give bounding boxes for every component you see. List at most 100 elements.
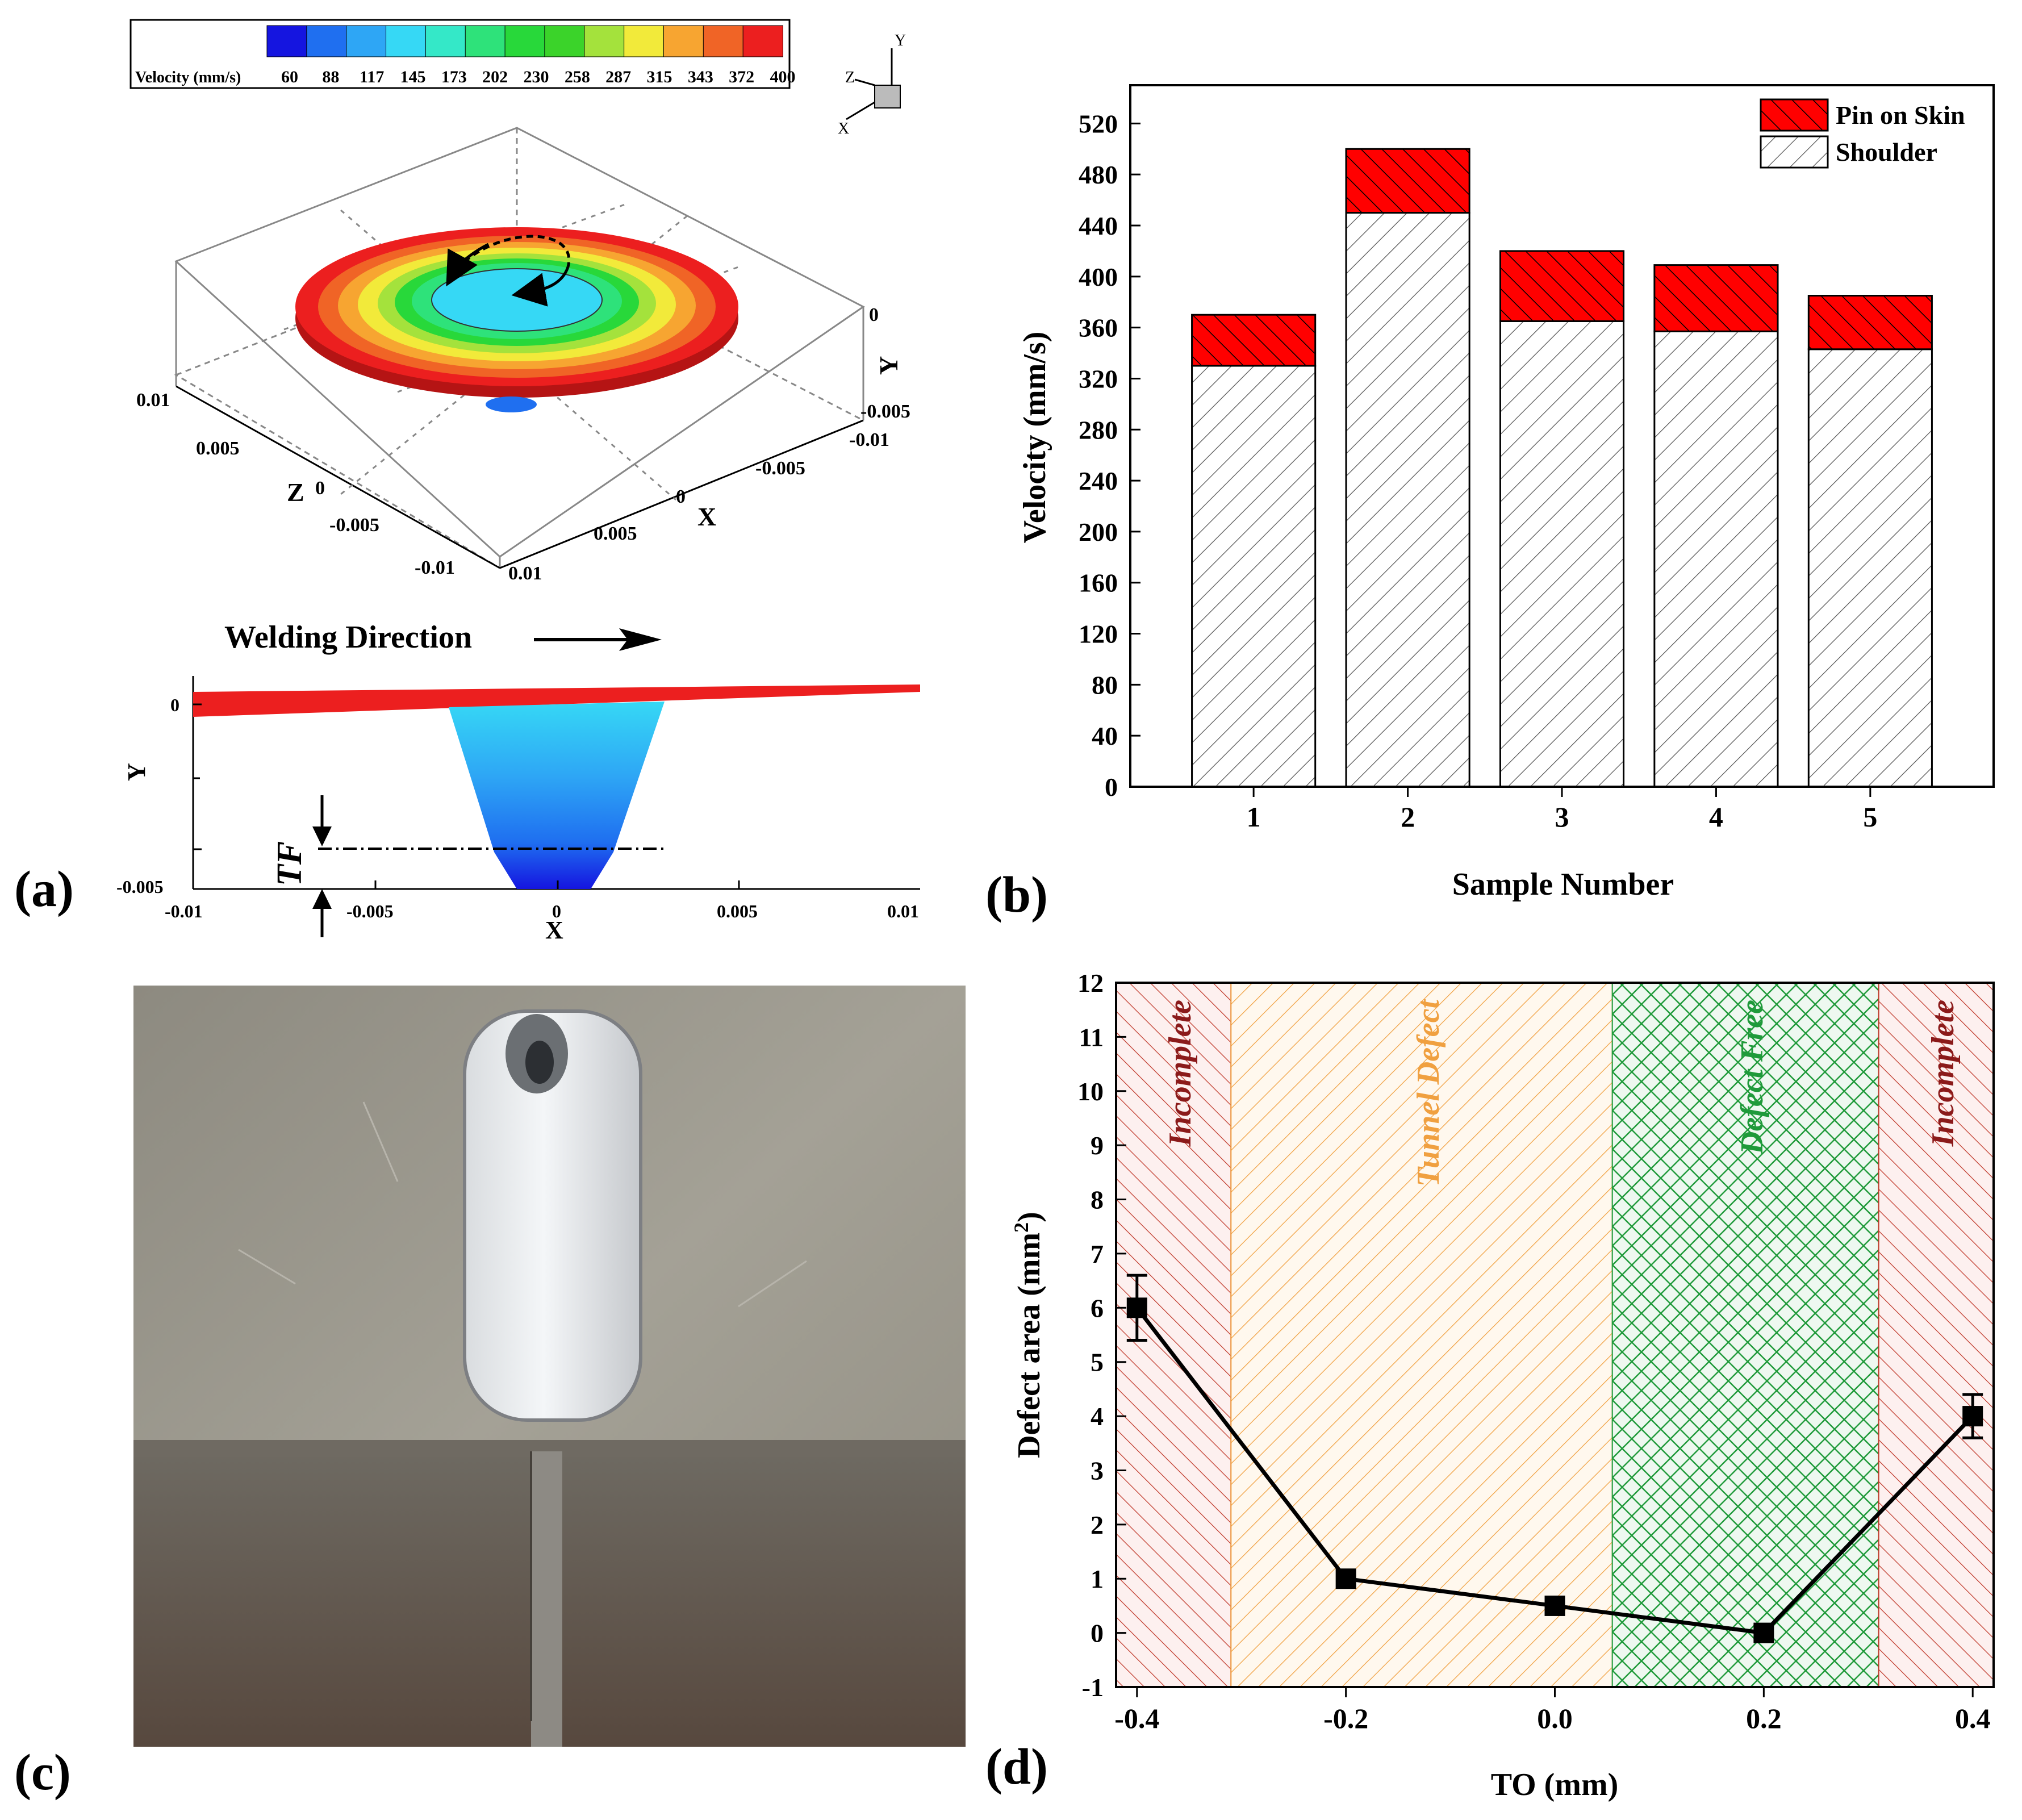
x-tick-label: 0.4	[1955, 1702, 1991, 1734]
chart-b-legend: Pin on Skin Shoulder	[1760, 98, 1965, 169]
region-label: Incomplete	[1925, 1000, 1961, 1147]
y-tick-label: 120	[1079, 620, 1118, 649]
section-y-axis-label: Y	[123, 763, 151, 781]
iso-z-tick-0: 0.01	[136, 390, 170, 411]
chart-b-y-axis-label: Velocity (mm/s)	[1017, 332, 1052, 544]
y-tick-label: 40	[1092, 721, 1118, 750]
section-x-tick-1: -0.005	[346, 901, 394, 921]
legend-label-pin: Pin on Skin	[1836, 101, 1965, 130]
section-x-axis-label: X	[545, 916, 563, 944]
iso-x-tick-3: -0.005	[755, 458, 805, 479]
legend-label-shoulder: Shoulder	[1836, 137, 1937, 166]
colorbar-swatch	[703, 25, 744, 57]
axes-triad: Y Z X	[838, 32, 906, 137]
y-tick-label: 160	[1079, 569, 1118, 598]
shoulder-disk	[295, 227, 738, 412]
y-tick-label: 0	[1105, 773, 1118, 802]
iso-x-tick-0: 0.01	[508, 563, 542, 584]
y-tick-label: 7	[1091, 1239, 1104, 1268]
region-label: Defect Free	[1735, 1000, 1770, 1155]
iso-x-tick-2: 0	[676, 486, 686, 507]
colorbar-swatch	[386, 25, 427, 57]
x-tick-label: 5	[1863, 801, 1877, 833]
x-tick-label: 1	[1247, 801, 1261, 833]
iso-y-tick-0: 0	[869, 304, 879, 325]
bar-pin-on-skin	[1191, 314, 1317, 367]
section-x-tick-0: -0.01	[165, 901, 203, 921]
colorbar-tick-label: 145	[400, 68, 426, 86]
cross-section: TF 0 -0.005 -0.01 -0.005 0 0.005 0.01 Y …	[116, 676, 920, 944]
colorbar-swatch	[742, 25, 783, 57]
region-label: Incomplete	[1163, 1000, 1198, 1147]
region-label: Tunnel Defect	[1411, 999, 1446, 1187]
keyhole-slot	[463, 1009, 642, 1422]
iso-z-axis-label: Z	[287, 478, 304, 507]
colorbar-swatch	[266, 25, 307, 57]
bar-pin-on-skin	[1345, 148, 1470, 214]
bar-shoulder	[1499, 320, 1625, 788]
bar-shoulder	[1653, 330, 1779, 788]
colorbar-swatch	[346, 25, 387, 57]
chart-d-x-axis-label: TO (mm)	[1491, 1767, 1619, 1802]
iso-z-tick-2: 0	[315, 478, 325, 499]
panel-b: 0 40 80 120 160 200 240 280 320 360 400 440 480 520 1…	[985, 84, 1995, 923]
y-tick-label: 6	[1091, 1293, 1104, 1322]
legend-swatch-shoulder	[1760, 135, 1829, 169]
bar-shoulder	[1191, 365, 1317, 788]
legend-swatch-pin	[1760, 98, 1829, 132]
x-tick-label: 2	[1401, 801, 1415, 833]
weld-photo	[133, 986, 966, 1747]
panel-d: Incomplete Tunnel Defect Defect Free Incomp…	[985, 969, 1995, 1802]
section-y-tick-0: 0	[170, 695, 179, 715]
y-tick-label: 12	[1077, 969, 1104, 997]
iso-z-tick-3: -0.005	[329, 515, 379, 536]
colorbar-swatch	[584, 25, 625, 57]
triad-z-label: Z	[845, 69, 855, 86]
chart-d-y-axis-label: Defect area (mm2)	[1010, 1212, 1047, 1458]
chart-d-x-ticks: -0.4 -0.2 0.0 0.2 0.4	[1114, 1687, 1990, 1734]
data-point	[1962, 1406, 1983, 1427]
colorbar-swatch	[504, 25, 545, 57]
y-tick-label: 200	[1079, 517, 1118, 546]
welding-direction-arrowhead-icon	[619, 628, 662, 651]
y-tick-label: 480	[1079, 160, 1118, 189]
y-tick-label: 0	[1091, 1619, 1104, 1648]
tf-label: TF	[270, 841, 309, 886]
y-tick-label: 9	[1091, 1131, 1104, 1160]
bar-pin-on-skin	[1499, 250, 1625, 322]
bar-pin-on-skin	[1653, 264, 1779, 332]
colorbar-swatch	[465, 25, 506, 57]
colorbar-tick-label: 287	[605, 68, 631, 86]
chart-b-bars	[1191, 148, 1933, 788]
section-x-tick-2: 0	[552, 901, 561, 921]
panel-a: Velocity (mm/s) 60 88 117 145 173 202 230 258 28…	[14, 19, 920, 944]
colorbar-tick-label: 117	[360, 68, 384, 86]
panel-b-label: (b)	[985, 867, 1048, 923]
x-tick-label: 3	[1555, 801, 1569, 833]
colorbar-swatches	[266, 25, 783, 57]
y-tick-label: 5	[1091, 1348, 1104, 1377]
iso-axis-labels: 0.01 0.005 0 -0.005 -0.01 Z 0.01 0.005 0…	[136, 304, 910, 584]
chart-d-y-axis-label-sup: 2	[1010, 1222, 1033, 1233]
colorbar-tick-label: 88	[322, 68, 339, 86]
iso-z-tick-1: 0.005	[196, 438, 240, 459]
chart-d-regions: Incomplete Tunnel Defect Defect Free Incomp…	[1116, 982, 1994, 1688]
y-tick-label: 1	[1091, 1564, 1104, 1593]
colorbar-swatch	[306, 25, 347, 57]
iso-x-axis-label: X	[697, 502, 716, 531]
y-tick-label: 10	[1077, 1077, 1104, 1106]
y-tick-label: 4	[1091, 1402, 1104, 1431]
y-tick-label: 3	[1091, 1456, 1104, 1485]
bar-pin-on-skin	[1807, 295, 1933, 350]
data-point	[1544, 1595, 1565, 1616]
colorbar-tick-label: 315	[647, 68, 672, 86]
colorbar-tick-label: 400	[770, 68, 796, 86]
y-tick-label: 2	[1091, 1510, 1104, 1539]
x-tick-label: -0.2	[1323, 1702, 1368, 1734]
x-tick-label: 0.0	[1537, 1702, 1573, 1734]
x-tick-label: 4	[1709, 801, 1723, 833]
colorbar-tick-label: 60	[281, 68, 298, 86]
colorbar-tick-label: 173	[441, 68, 467, 86]
